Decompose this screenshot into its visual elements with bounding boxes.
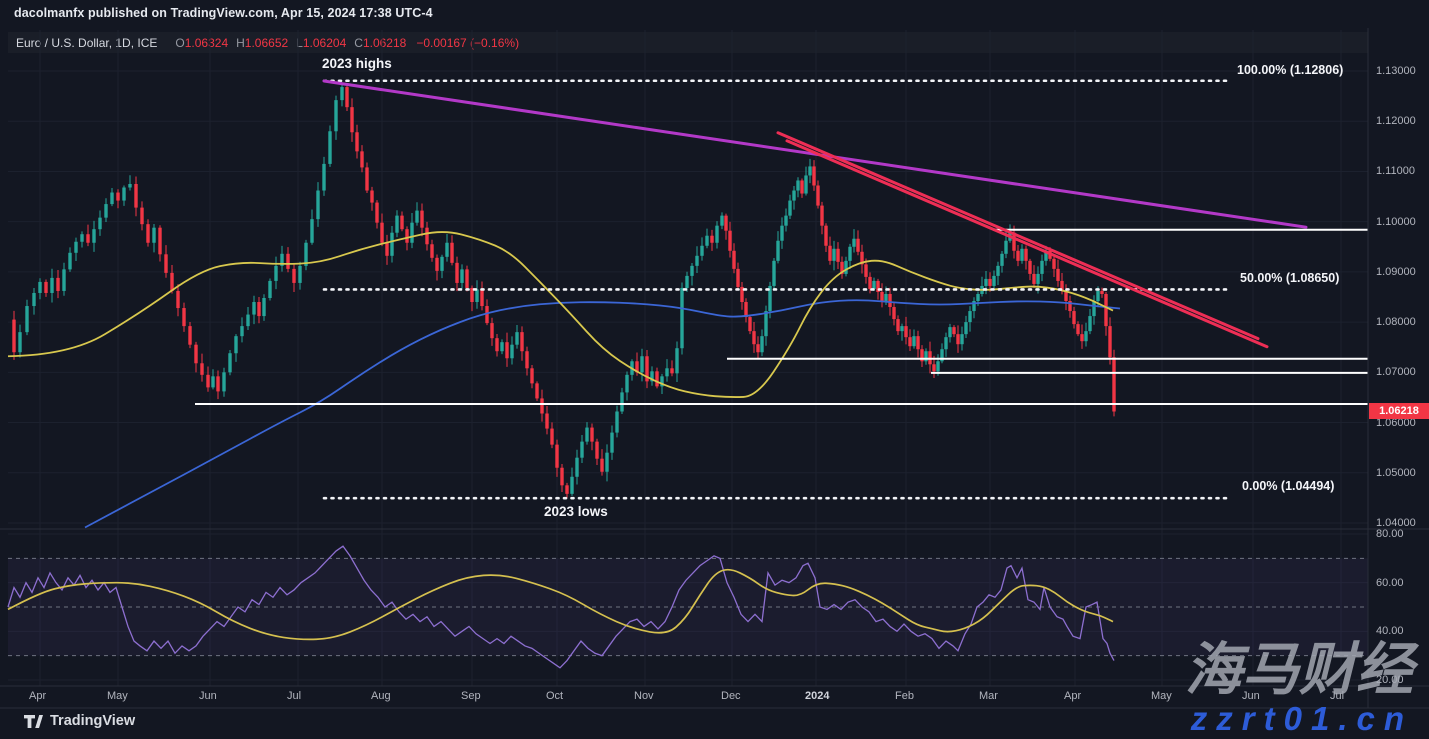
rsi-axis-label: 60.00 <box>1376 576 1404 589</box>
grid <box>8 30 1368 686</box>
rsi-axis-label: 20.00 <box>1376 673 1404 686</box>
symbol-title: Euro / U.S. Dollar, 1D, ICE <box>16 35 158 50</box>
annotation-2023-lows: 2023 lows <box>544 504 608 519</box>
time-axis-label: Oct <box>546 690 564 702</box>
price-axis-label: 1.09000 <box>1376 265 1416 278</box>
time-axis-label: May <box>1151 690 1172 702</box>
time-axis-label: Apr <box>29 690 47 702</box>
change-value: −0.00167 (−0.16%) <box>416 35 520 50</box>
price-axis-label: 1.12000 <box>1376 115 1416 128</box>
low-value: 1.06204 <box>302 35 347 50</box>
time-axis-label: Dec <box>721 690 741 702</box>
price-axis-label: 1.05000 <box>1376 466 1416 479</box>
fib-label-50: 50.00% (1.08650) <box>1240 271 1340 285</box>
annotation-2023-highs: 2023 highs <box>322 56 392 71</box>
time-axis-label: May <box>107 690 128 702</box>
publish-banner: dacolmanfx published on TradingView.com,… <box>14 6 433 20</box>
fib-levels <box>322 79 1230 500</box>
low-key: L <box>296 35 303 50</box>
price-axis-label: 1.08000 <box>1376 316 1416 329</box>
tradingview-logo-icon <box>24 714 43 728</box>
price-axis-label: 1.07000 <box>1376 366 1416 379</box>
price-axis-label: 1.04000 <box>1376 516 1416 529</box>
price-axis-label: 1.11000 <box>1376 165 1415 178</box>
fib-label-0: 0.00% (1.04494) <box>1242 479 1335 493</box>
time-axis-label: Feb <box>895 690 914 702</box>
time-axis-label: Jul <box>287 690 302 702</box>
rsi-axis-label: 40.00 <box>1376 625 1404 638</box>
tradingview-brand[interactable]: TradingView <box>24 713 135 729</box>
time-axis-label: Aug <box>371 690 391 702</box>
fib-label-100: 100.00% (1.12806) <box>1237 63 1344 77</box>
time-axis-label: Jun <box>199 690 217 702</box>
high-value: 1.06652 <box>244 35 289 50</box>
time-axis-label: Nov <box>634 690 654 702</box>
trendlines <box>322 79 1308 349</box>
open-key: O <box>175 35 185 50</box>
moving-averages <box>7 231 1121 529</box>
support-lines <box>195 228 1368 405</box>
time-axis-label: Mar <box>979 690 998 702</box>
price-axis-label: 1.13000 <box>1376 65 1416 77</box>
last-price-badge: 1.06218 <box>1369 403 1429 419</box>
close-value: 1.06218 <box>362 35 407 50</box>
high-key: H <box>236 35 245 50</box>
time-axis-label: Jun <box>1242 690 1260 702</box>
rsi-axis-label: 80.00 <box>1376 528 1404 540</box>
candles <box>12 83 1116 499</box>
price-axis-label: 1.06000 <box>1376 416 1416 429</box>
close-key: C <box>354 35 363 50</box>
rsi-panel <box>7 545 1368 669</box>
symbol-legend: Euro / U.S. Dollar, 1D, ICE O 1.06324 H 1.… <box>8 32 1368 53</box>
open-value: 1.06324 <box>184 35 229 50</box>
tradingview-brand-text: TradingView <box>50 713 136 729</box>
panel-borders <box>0 28 1429 709</box>
price-axis-label: 1.10000 <box>1376 215 1416 228</box>
time-axis-label: Jul <box>1330 690 1345 702</box>
time-axis-label: Sep <box>461 690 481 702</box>
time-axis-label: 2024 <box>805 690 830 702</box>
time-axis-label: Apr <box>1064 690 1082 702</box>
